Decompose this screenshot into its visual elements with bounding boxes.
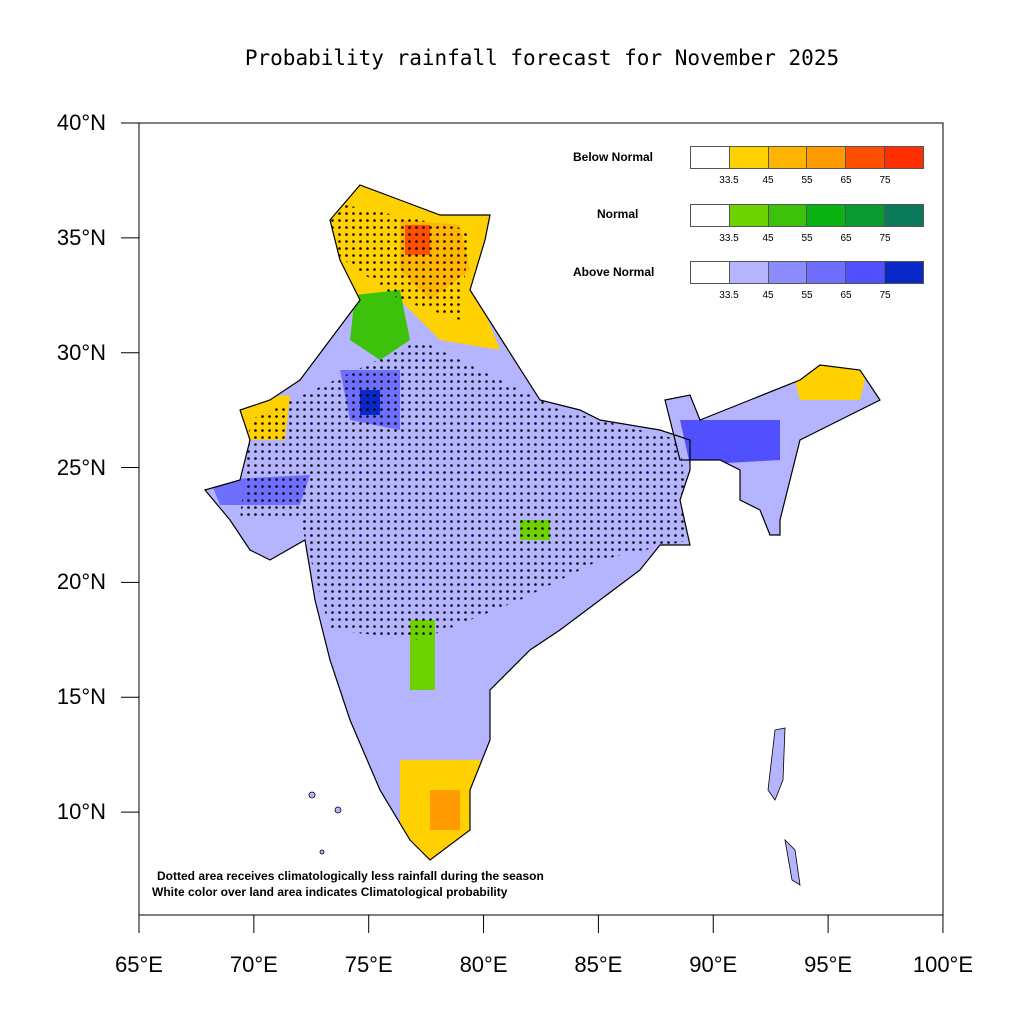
- dotted-area: [240, 340, 690, 640]
- legend-swatch: [807, 204, 847, 226]
- legend-tick-label: 65: [840, 232, 852, 244]
- dotted-area-kashmir: [320, 200, 470, 320]
- below-normal-tn-core: [430, 790, 460, 830]
- y-tick-label: 25°N: [56, 454, 106, 480]
- y-tick-label: 35°N: [56, 224, 106, 250]
- legend-swatch: [768, 262, 808, 283]
- legend-label: Below Normal: [573, 150, 654, 164]
- legend-label: Above Normal: [573, 265, 655, 279]
- plot-frame: [138, 122, 944, 916]
- legend-swatch: [846, 204, 886, 226]
- x-tick-label: 95°E: [804, 952, 853, 977]
- legend-swatch: [846, 147, 886, 168]
- y-tick-label: 30°N: [56, 339, 106, 365]
- y-tick-label: 40°N: [56, 110, 106, 135]
- x-tick-label: 80°E: [459, 952, 508, 977]
- legend-swatch: [885, 147, 923, 168]
- legend-swatch: [768, 147, 808, 168]
- legend-swatch: [729, 147, 769, 168]
- legend-tick-label: 45: [762, 175, 774, 186]
- y-tick-label: 15°N: [56, 684, 106, 710]
- legend-colorbar: [690, 146, 924, 169]
- legend-swatch: [807, 147, 847, 168]
- legend-tick-label: 65: [840, 175, 852, 186]
- x-tick-label: 70°E: [229, 952, 278, 977]
- legend-tick-label: 65: [840, 290, 852, 301]
- legend-tick-label: 33.5: [719, 232, 739, 244]
- legend-swatch: [846, 262, 886, 283]
- legend-colorbar: [690, 261, 924, 284]
- y-tick-label: 20°N: [56, 569, 106, 595]
- y-tick-label: 10°N: [56, 799, 106, 825]
- legend-swatch: [807, 262, 847, 283]
- x-tick-label: 90°E: [689, 952, 738, 977]
- legend-tick-label: 55: [801, 232, 813, 244]
- normal-punjab: [350, 290, 410, 360]
- legend-label: Normal: [597, 207, 639, 221]
- island-groups: [308, 727, 801, 886]
- legend-swatch: [691, 262, 730, 283]
- legend-tick-label: 45: [762, 290, 774, 301]
- legend-tick-label: 75: [879, 232, 891, 244]
- legend-tick-label: 33.5: [719, 175, 739, 186]
- legend-colorbar: [690, 203, 924, 227]
- legend-tick-label: 75: [879, 290, 891, 301]
- above-normal-dark-northeast: [680, 420, 780, 465]
- legend-tick-label: 75: [879, 175, 891, 186]
- legend-tick-label: 33.5: [719, 290, 739, 301]
- legend-swatch: [729, 204, 769, 226]
- legend-swatch: [768, 204, 808, 226]
- x-tick-label: 100°E: [912, 952, 974, 977]
- legend-swatch: [885, 204, 923, 226]
- x-tick-label: 75°E: [344, 952, 393, 977]
- legend-tick-label: 55: [801, 290, 813, 301]
- note-white: White color over land area indicates Cli…: [152, 885, 508, 899]
- legend-swatch: [691, 204, 730, 226]
- note-dotted: Dotted area receives climatologically le…: [157, 869, 544, 883]
- legend-tick-label: 45: [762, 232, 774, 244]
- x-tick-label: 85°E: [574, 952, 623, 977]
- legend-swatch: [691, 147, 730, 168]
- x-tick-label: 65°E: [115, 952, 163, 977]
- legend-swatch: [729, 262, 769, 283]
- legend-tick-label: 55: [801, 175, 813, 186]
- map-title: Probability rainfall forecast for Novemb…: [244, 46, 840, 70]
- legend-swatch: [885, 262, 923, 283]
